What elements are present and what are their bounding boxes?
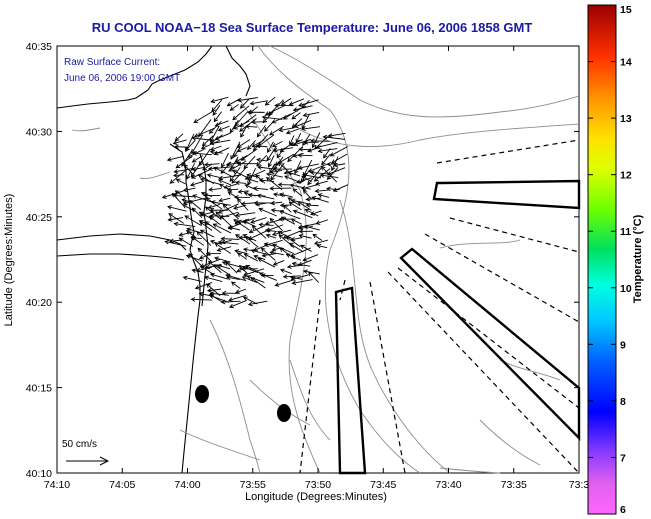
x-tick-label: 73:55 xyxy=(240,479,266,491)
box-east xyxy=(432,179,581,210)
colorbar-tick-label: 7 xyxy=(620,452,626,464)
x-tick-labels: 74:10 74:05 74:00 73:55 73:50 73:45 73:40 73:35… xyxy=(44,479,590,491)
map-title: RU COOL NOAA−18 Sea Surface Temperature:… xyxy=(92,20,533,35)
x-tick-label: 73:45 xyxy=(370,479,396,491)
colorbar-tick-label: 6 xyxy=(620,504,626,516)
plot-frame xyxy=(56,45,580,474)
x-tick-label: 73:40 xyxy=(435,479,461,491)
y-axis-label: Latitude (Degrees:Minutes) xyxy=(3,194,15,327)
y-tick-label: 40:20 xyxy=(26,297,52,309)
station-dot-1 xyxy=(195,385,209,403)
colorbar-tick-label: 9 xyxy=(620,339,626,351)
x-tick-label: 73:35 xyxy=(501,479,527,491)
transect-lines xyxy=(299,139,580,474)
legend-line-1: Raw Surface Current: xyxy=(64,57,160,68)
x-tick-label: 73:3 xyxy=(569,479,590,491)
y-tick-label: 40:35 xyxy=(26,41,52,53)
colorbar-tick-label: 10 xyxy=(620,283,632,295)
colorbar-tick-label: 12 xyxy=(620,170,632,182)
axis-ticks xyxy=(56,45,580,474)
x-tick-label: 73:50 xyxy=(305,479,331,491)
y-tick-label: 40:25 xyxy=(26,212,52,224)
colorbar-tick-label: 11 xyxy=(620,226,631,238)
scale-label: 50 cm/s xyxy=(62,439,97,450)
colorbar-tick-label: 15 xyxy=(620,4,632,16)
temperature-colorbar xyxy=(587,4,617,515)
x-tick-label: 74:00 xyxy=(174,479,200,491)
x-tick-label: 74:10 xyxy=(44,479,70,491)
colorbar-tick-label: 14 xyxy=(620,57,632,69)
scale-arrow xyxy=(66,456,110,466)
y-tick-label: 40:30 xyxy=(26,126,52,138)
station-dot-2 xyxy=(277,404,291,422)
colorbar-ticks: 15 14 13 12 11 10 9 8 7 6 xyxy=(588,4,632,516)
surface-current-vectors xyxy=(161,96,349,309)
colorbar-tick-label: 8 xyxy=(620,396,626,408)
colorbar-label: Temperature (°C) xyxy=(632,214,644,303)
colorbar-tick-label: 13 xyxy=(620,113,632,125)
y-tick-label: 40:10 xyxy=(26,468,52,480)
y-tick-label: 40:15 xyxy=(26,383,52,395)
x-axis-label: Longitude (Degrees:Minutes) xyxy=(245,491,387,503)
legend-line-2: June 06, 2006 19:00 GMT xyxy=(64,73,180,84)
box-south xyxy=(334,286,367,475)
y-tick-labels: 40:35 40:30 40:25 40:20 40:15 40:10 xyxy=(26,41,52,480)
x-tick-label: 74:05 xyxy=(109,479,135,491)
